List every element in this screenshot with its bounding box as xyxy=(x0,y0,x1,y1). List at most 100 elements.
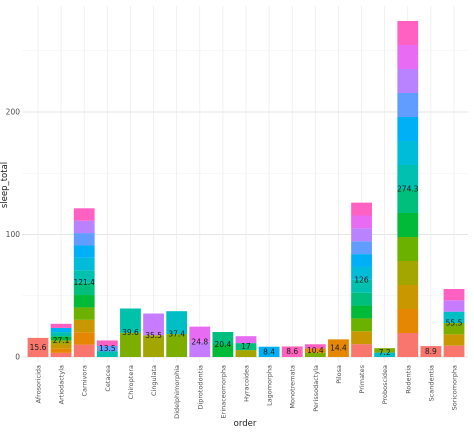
y-axis-title: sleep_total xyxy=(0,162,10,208)
bar-segment xyxy=(397,164,419,189)
data-label: 7.2 xyxy=(379,348,391,357)
bar-segment xyxy=(143,335,164,357)
x-tick-label: Erinaceomorpha xyxy=(219,365,227,418)
bar-segment xyxy=(73,257,95,271)
bar-segment xyxy=(351,215,372,229)
x-tick-label: Carnivora xyxy=(81,365,89,397)
bar-segment xyxy=(304,348,326,353)
data-label: 35.5 xyxy=(145,331,162,340)
bar-segment xyxy=(397,140,419,165)
bar-segment xyxy=(73,344,95,357)
data-label: 24.8 xyxy=(191,337,208,346)
bars xyxy=(27,20,465,357)
bar-segment xyxy=(397,92,419,117)
bar-segment xyxy=(397,260,419,285)
bar-segment xyxy=(443,289,465,301)
bar-segment xyxy=(304,344,326,349)
bar-segment xyxy=(96,345,118,352)
bar-segment xyxy=(351,279,372,293)
bar-segment xyxy=(120,308,141,333)
data-label: 10.4 xyxy=(307,346,324,355)
data-label: 8.6 xyxy=(286,347,298,356)
x-axis-ticks: Afrosoricida Artiodactyla Carnivora Cetacea… xyxy=(35,364,459,418)
data-label: 20.4 xyxy=(215,340,232,349)
bar-segment xyxy=(50,340,72,345)
bar-segment xyxy=(166,311,188,335)
bar-segment xyxy=(212,344,234,357)
bar-segment xyxy=(73,282,95,296)
bar-segment xyxy=(397,284,419,309)
bar-segment xyxy=(397,308,419,333)
x-tick-label: Primates xyxy=(358,364,366,393)
bar-segment xyxy=(443,345,465,357)
bar-segment xyxy=(235,336,257,344)
bar-segment xyxy=(96,340,118,346)
bar-segment xyxy=(50,348,72,353)
data-label: 15.6 xyxy=(30,343,47,352)
bar-segment xyxy=(73,332,95,345)
data-label: 37.4 xyxy=(168,330,185,339)
bar-segment xyxy=(73,233,95,246)
bar-segment xyxy=(50,332,72,337)
data-label: 8.4 xyxy=(263,347,275,356)
bar-segment xyxy=(73,220,95,234)
data-label: 55.5 xyxy=(446,319,463,328)
data-label: 14.4 xyxy=(330,344,347,353)
bar-segment xyxy=(50,344,72,349)
data-label: 17 xyxy=(241,342,251,351)
bar-segment xyxy=(143,313,164,336)
bar-segment xyxy=(50,323,72,328)
bar-segment xyxy=(189,341,211,357)
bar-segment xyxy=(351,318,372,332)
bar-segment xyxy=(73,270,95,283)
bar-segment xyxy=(443,323,465,335)
x-tick-label: Cetacea xyxy=(104,365,112,392)
bar-segment xyxy=(50,352,72,357)
x-tick-label: Monotremata xyxy=(289,365,297,409)
bar-segment xyxy=(397,68,419,93)
bar-segment xyxy=(351,344,372,357)
data-label: 126 xyxy=(354,275,369,284)
bar-segment xyxy=(351,292,372,306)
y-tick-label: 100 xyxy=(6,230,21,239)
bar-segment xyxy=(397,188,419,213)
data-labels: 15.6 27.1 121.4 13.5 39.6 35.5 37.4 24.8 20.4 17 8… xyxy=(30,184,463,357)
bar-segment xyxy=(50,336,72,341)
x-tick-label: Didelphimorphia xyxy=(173,365,181,419)
x-tick-label: Perissodactyla xyxy=(312,365,320,412)
x-axis-title: order xyxy=(234,419,257,429)
bar-segment xyxy=(328,339,349,357)
bar-segment xyxy=(212,332,234,345)
bar-segment xyxy=(397,236,419,261)
bar-segment xyxy=(73,245,95,258)
y-tick-label: 0 xyxy=(15,353,20,362)
bar-segment xyxy=(73,295,95,308)
x-tick-label: Chiroptera xyxy=(127,365,135,399)
bar-segment xyxy=(443,300,465,312)
bar-segment xyxy=(351,241,372,255)
x-tick-label: Soricomorpha xyxy=(451,365,459,410)
bar-segment xyxy=(351,305,372,319)
x-tick-label: Diprotodontia xyxy=(196,365,204,410)
bar-segment xyxy=(397,332,419,357)
bar-segment xyxy=(374,352,396,357)
bar-segment xyxy=(96,351,118,357)
x-tick-label: Pilosa xyxy=(335,365,343,384)
data-label: 13.5 xyxy=(99,344,116,353)
x-tick-label: Cingulata xyxy=(150,365,158,396)
bar-segment xyxy=(120,332,141,357)
data-label: 121.4 xyxy=(73,278,95,287)
bar-segment xyxy=(281,346,303,357)
bar-segment xyxy=(397,20,419,45)
data-label: 39.6 xyxy=(122,328,139,337)
bar-segment xyxy=(235,343,257,351)
bar-segment xyxy=(351,228,372,242)
bar-segment xyxy=(443,311,465,324)
x-tick-label: Hyracoidea xyxy=(243,365,251,402)
bar-segment xyxy=(397,44,419,69)
x-tick-label: Proboscidea xyxy=(381,365,389,404)
bar-segment xyxy=(27,337,49,357)
bar-segment xyxy=(351,254,372,267)
data-label: 274.3 xyxy=(397,184,419,193)
